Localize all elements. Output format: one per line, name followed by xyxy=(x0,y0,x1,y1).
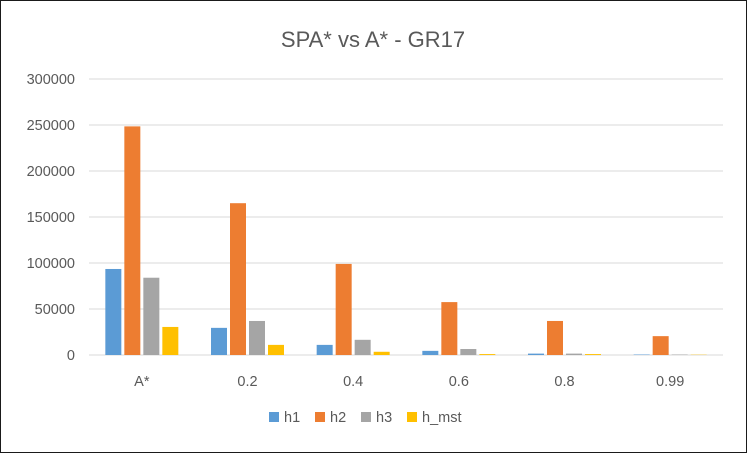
y-tick-label: 150000 xyxy=(27,210,75,226)
bar-h1-3 xyxy=(422,350,439,355)
bar-h-mst-3 xyxy=(479,354,496,355)
legend-label-h-mst: h_mst xyxy=(422,410,462,426)
bar-h-mst-4 xyxy=(585,354,601,355)
x-category-label: 0.99 xyxy=(656,374,684,390)
y-tick-label: 50000 xyxy=(35,302,75,318)
x-category-label: 0.6 xyxy=(449,374,469,390)
legend-label-h2: h2 xyxy=(330,410,346,426)
gridlines xyxy=(89,78,723,356)
x-category-label: 0.4 xyxy=(343,374,363,390)
bar-h1-2 xyxy=(316,344,333,355)
y-axis-ticks: 0 50000 100000 150000 200000 250000 300000 xyxy=(27,72,75,364)
bar-h-mst-0 xyxy=(162,326,179,355)
bar-h1-0 xyxy=(105,268,122,355)
legend-swatch-h1 xyxy=(269,412,279,422)
bar-h2-0 xyxy=(124,126,141,355)
bar-h1-4 xyxy=(528,353,544,355)
legend-swatch-h-mst xyxy=(407,412,417,422)
legend: h1 h2 h3 h_mst xyxy=(269,410,462,426)
y-tick-label: 300000 xyxy=(27,72,75,88)
legend-swatch-h2 xyxy=(315,412,325,422)
bar-h1-1 xyxy=(211,327,227,355)
x-category-label: 0.2 xyxy=(237,374,257,390)
y-tick-label: 250000 xyxy=(27,118,75,134)
bar-h-mst-2 xyxy=(373,351,390,355)
y-tick-label: 0 xyxy=(67,348,75,364)
bar-h2-4 xyxy=(547,320,563,355)
y-tick-label: 200000 xyxy=(27,164,75,180)
x-category-label: 0.8 xyxy=(554,374,574,390)
bar-h3-0 xyxy=(143,277,160,355)
legend-label-h3: h3 xyxy=(376,410,392,426)
bar-h3-4 xyxy=(566,353,582,355)
legend-label-h1: h1 xyxy=(284,410,300,426)
bar-h3-3 xyxy=(460,349,477,355)
bars xyxy=(105,126,707,355)
x-axis-categories: A* 0.2 0.4 0.6 0.8 0.99 xyxy=(134,374,684,390)
bar-h2-1 xyxy=(230,203,246,355)
bar-h3-2 xyxy=(354,339,371,355)
chart-title: SPA* vs A* - GR17 xyxy=(281,27,465,52)
y-tick-label: 100000 xyxy=(27,256,75,272)
x-category-label: A* xyxy=(134,374,150,390)
bar-h2-2 xyxy=(335,263,352,355)
bar-h3-1 xyxy=(249,320,265,355)
legend-swatch-h3 xyxy=(361,412,371,422)
bar-h2-3 xyxy=(441,302,458,355)
bar-h-mst-1 xyxy=(268,344,284,355)
bar-h2-5 xyxy=(652,336,669,355)
